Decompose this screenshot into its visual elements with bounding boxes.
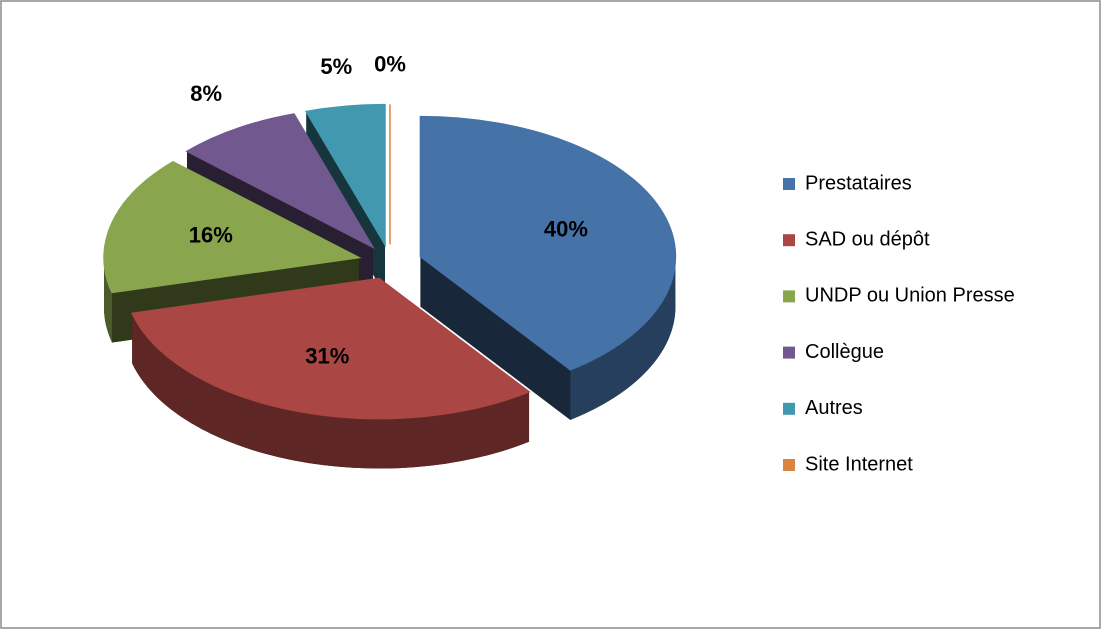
data-label: 8%	[190, 81, 222, 106]
slice-top	[103, 160, 362, 294]
legend-swatch	[783, 459, 795, 471]
data-label: 0%	[374, 51, 406, 76]
legend-label: Collègue	[805, 341, 884, 363]
legend-label: Site Internet	[805, 453, 913, 475]
slice-radial-wall	[420, 256, 571, 420]
legend-swatch	[783, 346, 795, 359]
legend-swatch	[783, 402, 795, 415]
data-label: 31%	[305, 343, 349, 368]
data-label: 40%	[544, 216, 588, 241]
slice-top	[185, 113, 375, 250]
slice-outer-wall	[104, 257, 113, 343]
data-label: 5%	[320, 54, 352, 79]
legend-swatch	[783, 234, 795, 247]
slice-top	[304, 103, 386, 248]
pie-slice	[419, 115, 677, 420]
slice-outer-wall	[132, 313, 530, 469]
legend-label: SAD ou dépôt	[805, 228, 930, 250]
legend-label: Prestataires	[805, 172, 912, 194]
legend-swatch	[783, 290, 795, 303]
slice-top	[419, 115, 677, 371]
legend-label: UNDP ou Union Presse	[805, 285, 1015, 307]
legend-label: Autres	[805, 397, 863, 419]
data-label: 16%	[189, 223, 233, 248]
slice-outer-wall	[570, 256, 676, 420]
pie-slice	[131, 277, 531, 469]
legend-swatch	[783, 178, 795, 190]
slice-top	[131, 277, 531, 420]
